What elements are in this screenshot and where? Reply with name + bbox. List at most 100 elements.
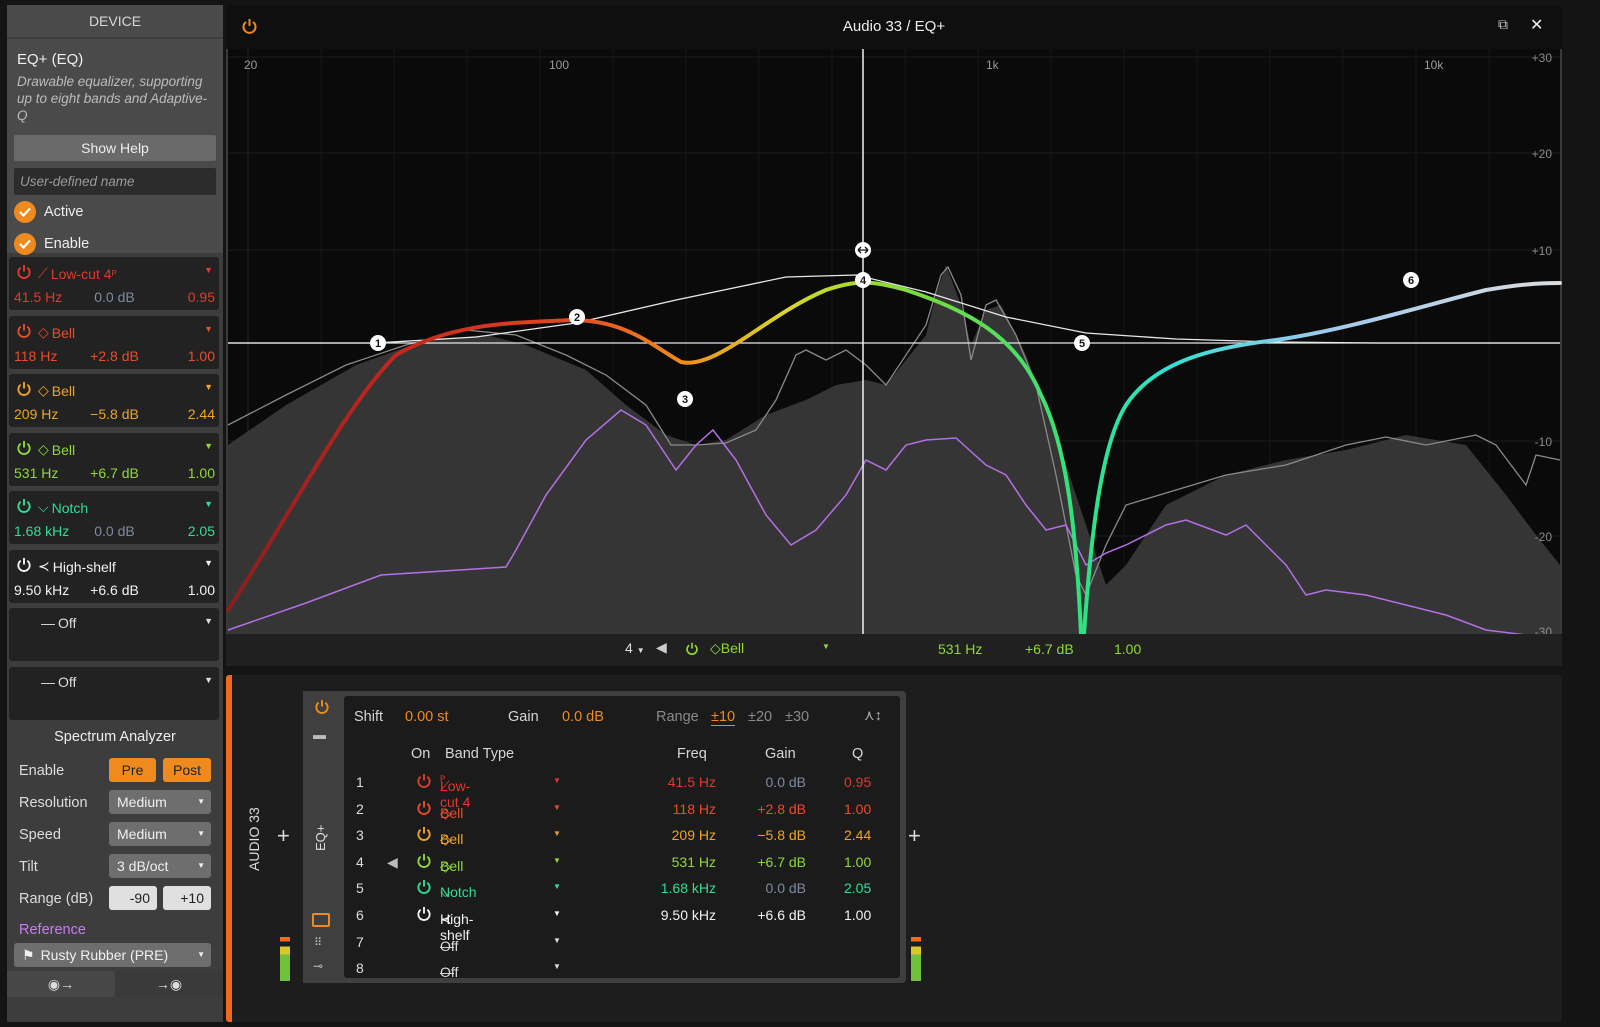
chevron-down-icon[interactable]: ▼: [553, 882, 561, 892]
band-q[interactable]: 2.44: [187, 406, 215, 422]
band-gain[interactable]: +2.8 dB: [757, 800, 806, 817]
chevron-down-icon[interactable]: ▼: [553, 855, 561, 865]
band-node-5[interactable]: 5: [1074, 335, 1090, 351]
band-type-dropdown[interactable]: ◇Bell: [710, 640, 745, 656]
chevron-down-icon[interactable]: ▼: [553, 909, 561, 918]
enable-checkbox[interactable]: Enable: [14, 232, 89, 256]
band-power-icon[interactable]: [16, 557, 38, 576]
band-freq[interactable]: 209 Hz: [14, 406, 59, 422]
band-power-icon[interactable]: [16, 264, 38, 283]
band-selector[interactable]: 4 ▼: [625, 640, 645, 656]
band-q[interactable]: 2.44: [844, 827, 872, 844]
band-freq[interactable]: 41.5 Hz: [667, 774, 716, 790]
band-card-7[interactable]: — Off ▼: [9, 608, 219, 661]
range-max-field[interactable]: +10: [163, 886, 211, 910]
popout-icon[interactable]: ⧉: [1498, 16, 1508, 32]
band-power-icon[interactable]: [16, 498, 38, 517]
table-row[interactable]: 4 ◀ ◇ Bell ▼ 531 Hz +6.7 dB 1.00: [356, 853, 872, 874]
band-gain[interactable]: 0.0 dB: [765, 774, 806, 790]
band-power-icon[interactable]: [16, 381, 38, 400]
shift-value[interactable]: 0.00 st: [405, 709, 449, 725]
add-device-after-icon[interactable]: +: [908, 823, 921, 848]
chevron-down-icon[interactable]: ▼: [553, 962, 561, 972]
device-power-icon[interactable]: [241, 18, 258, 35]
chevron-down-icon[interactable]: ▼: [553, 829, 561, 839]
speaker-icon[interactable]: ◀: [656, 639, 667, 655]
band-card-4[interactable]: ◇ Bell ▼ 531 Hz +6.7 dB 1.00: [9, 433, 219, 486]
grid-icon[interactable]: ⠿: [314, 937, 323, 949]
band-freq[interactable]: 118 Hz: [672, 800, 716, 817]
user-defined-name-input[interactable]: [14, 168, 216, 195]
band-freq[interactable]: 209 Hz: [671, 827, 716, 844]
band-gain-value[interactable]: +6.7 dB: [1025, 641, 1074, 657]
band-power-icon[interactable]: [416, 879, 438, 898]
band-power-icon[interactable]: [16, 440, 38, 459]
chevron-down-icon[interactable]: ▼: [553, 935, 561, 945]
band-power-icon[interactable]: [685, 642, 699, 656]
band-power-icon[interactable]: [416, 853, 438, 872]
band-freq[interactable]: 531 Hz: [671, 853, 716, 870]
band-freq[interactable]: 1.68 kHz: [660, 880, 716, 897]
band-freq[interactable]: 1.68 kHz: [14, 523, 70, 539]
q-handle-icon[interactable]: [855, 242, 871, 258]
band-q[interactable]: 1.00: [187, 465, 215, 481]
band-power-icon[interactable]: [16, 323, 38, 342]
gain-value[interactable]: 0.0 dB: [562, 709, 604, 725]
band-power-icon[interactable]: [416, 773, 438, 792]
band-q[interactable]: 2.05: [187, 523, 215, 539]
band-q[interactable]: 1.00: [844, 800, 872, 817]
band-gain[interactable]: +2.8 dB: [90, 348, 139, 364]
band-card-5[interactable]: ⌵ Notch ▼ 1.68 kHz 0.0 dB 2.05: [9, 491, 219, 544]
band-power-icon[interactable]: [416, 800, 438, 819]
close-icon[interactable]: ✕: [1530, 17, 1544, 34]
band-q[interactable]: 2.05: [844, 880, 872, 897]
band-card-6[interactable]: ≺ High-shelf ▼ 9.50 kHz +6.6 dB 1.00: [9, 550, 219, 603]
range-30-option[interactable]: ±30: [785, 709, 810, 725]
chevron-down-icon[interactable]: ▼: [204, 675, 213, 685]
band-gain[interactable]: +6.6 dB: [90, 582, 139, 598]
show-help-button[interactable]: Show Help: [14, 135, 216, 161]
band-freq[interactable]: 41.5 Hz: [14, 289, 63, 305]
sidechain-in-button[interactable]: ◉→: [7, 971, 115, 997]
band-gain[interactable]: 0.0 dB: [765, 880, 806, 897]
chevron-down-icon[interactable]: ▼: [204, 616, 213, 626]
device-power-icon[interactable]: [314, 699, 330, 715]
tilt-dropdown[interactable]: 3 dB/oct ▼: [109, 854, 211, 878]
band-card-1[interactable]: ⟋ Low-cut 4 P ▼ 41.5 Hz 0.0 dB 0.95: [9, 257, 219, 310]
speaker-icon[interactable]: ◀: [387, 853, 398, 870]
chevron-down-icon[interactable]: ▼: [204, 382, 213, 392]
band-node-4[interactable]: 4: [855, 272, 871, 288]
band-power-icon[interactable]: [416, 906, 438, 925]
table-row[interactable]: 7— Off ▼: [356, 933, 561, 954]
band-freq[interactable]: 9.50 kHz: [660, 907, 716, 923]
window-icon[interactable]: [312, 913, 330, 927]
band-node-2[interactable]: 2: [569, 309, 585, 325]
range-min-field[interactable]: -90: [109, 886, 157, 910]
resolution-dropdown[interactable]: Medium ▼: [109, 790, 211, 814]
reference-dropdown[interactable]: ⚑ Rusty Rubber (PRE) ▼: [14, 943, 211, 967]
speed-dropdown[interactable]: Medium ▼: [109, 822, 211, 846]
range-10-option[interactable]: ±10: [711, 709, 736, 726]
band-gain[interactable]: 0.0 dB: [94, 523, 135, 539]
band-q[interactable]: 0.95: [187, 289, 215, 305]
band-q[interactable]: 1.00: [187, 348, 215, 364]
table-row[interactable]: 6 ≺ High-shelf ▼ 9.50 kHz +6.6 dB 1.00: [356, 906, 872, 943]
chevron-down-icon[interactable]: ▼: [204, 499, 213, 509]
chevron-down-icon[interactable]: ▼: [553, 776, 561, 785]
band-card-3[interactable]: ◇ Bell ▼ 209 Hz −5.8 dB 2.44: [9, 374, 219, 427]
band-card-2[interactable]: ◇ Bell ▼ 118 Hz +2.8 dB 1.00: [9, 316, 219, 369]
band-power-icon[interactable]: [416, 826, 438, 845]
band-q-value[interactable]: 1.00: [1114, 641, 1142, 657]
table-row[interactable]: 5 ⌵ Notch ▼ 1.68 kHz 0.0 dB 2.05: [356, 879, 872, 901]
band-gain[interactable]: +6.6 dB: [757, 907, 806, 923]
band-gain[interactable]: −5.8 dB: [757, 827, 806, 844]
band-gain[interactable]: +6.7 dB: [757, 853, 806, 870]
band-q[interactable]: 1.00: [844, 853, 872, 870]
adaptive-q-icon[interactable]: ⋏↕: [864, 708, 882, 724]
band-node-6[interactable]: 6: [1403, 272, 1419, 288]
pre-button[interactable]: Pre: [109, 758, 156, 782]
band-card-8[interactable]: — Off ▼: [9, 667, 219, 720]
table-row[interactable]: 3 ◇ Bell ▼ 209 Hz −5.8 dB 2.44: [356, 826, 872, 848]
